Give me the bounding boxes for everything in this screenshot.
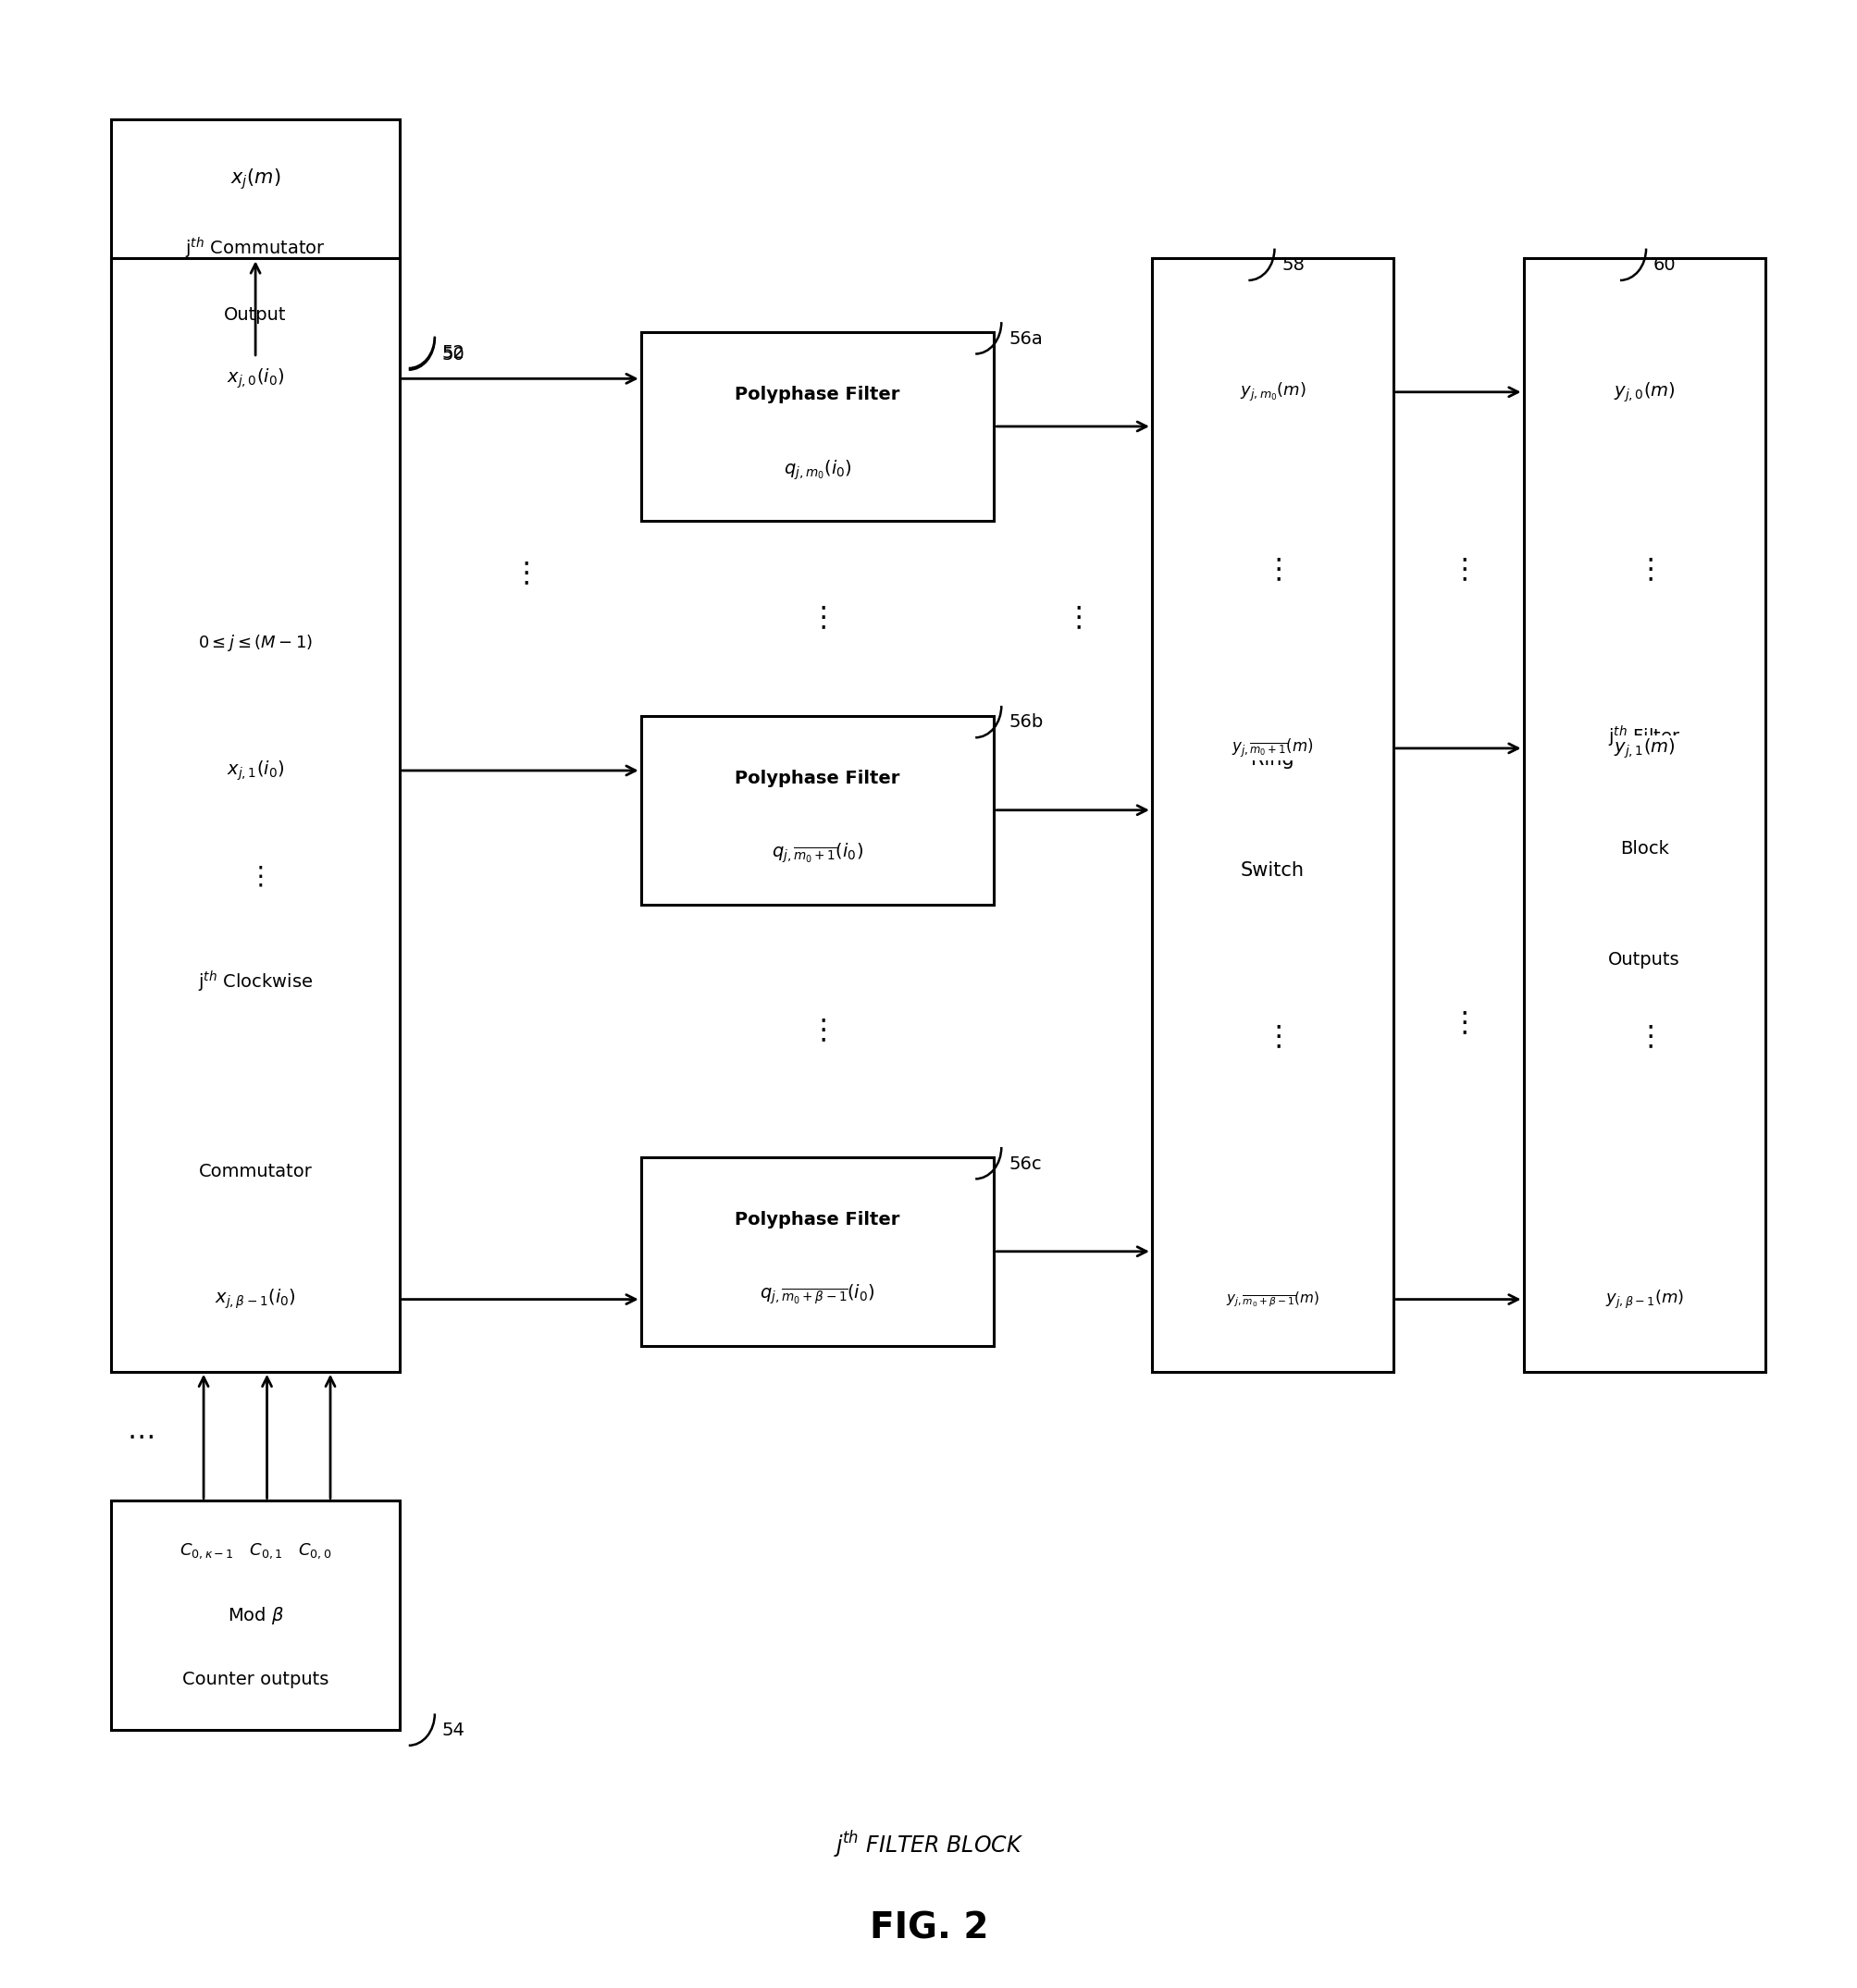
Text: Outputs: Outputs	[1608, 950, 1679, 968]
Text: $y_{j,\overline{m_0+1}}(m)$: $y_{j,\overline{m_0+1}}(m)$	[1231, 738, 1313, 759]
Text: Mod $\beta$: Mod $\beta$	[227, 1604, 284, 1626]
Text: $x_j(m)$: $x_j(m)$	[230, 167, 280, 191]
Bar	[111, 119, 399, 358]
Bar	[1151, 258, 1393, 1372]
Text: 54: 54	[442, 1722, 464, 1740]
Text: $\vdots$: $\vdots$	[247, 863, 264, 889]
Text: $\vdots$: $\vdots$	[808, 604, 826, 632]
Text: Polyphase Filter: Polyphase Filter	[735, 386, 899, 404]
Text: $\vdots$: $\vdots$	[1064, 604, 1081, 632]
Text: $\vdots$: $\vdots$	[808, 1018, 826, 1044]
Bar	[1523, 258, 1764, 1372]
Text: $\vdots$: $\vdots$	[1448, 1010, 1467, 1038]
Text: 60: 60	[1653, 256, 1675, 274]
Bar	[641, 716, 993, 905]
Text: 50: 50	[442, 346, 464, 364]
Text: $y_{j,1}(m)$: $y_{j,1}(m)$	[1612, 736, 1675, 759]
Text: Output: Output	[225, 306, 286, 324]
Text: Polyphase Filter: Polyphase Filter	[735, 769, 899, 787]
Text: $\vdots$: $\vdots$	[1634, 1024, 1653, 1052]
Text: $\cdots$: $\cdots$	[126, 1423, 154, 1449]
Text: $y_{j,\overline{m_0+\beta-1}}(m)$: $y_{j,\overline{m_0+\beta-1}}(m)$	[1226, 1290, 1318, 1308]
Text: Polyphase Filter: Polyphase Filter	[735, 1211, 899, 1229]
Bar	[641, 332, 993, 521]
Text: $\vdots$: $\vdots$	[1263, 557, 1281, 584]
Bar	[111, 1501, 399, 1730]
Text: $y_{j,\beta-1}(m)$: $y_{j,\beta-1}(m)$	[1604, 1288, 1682, 1310]
Text: $q_{j,m_0}(i_0)$: $q_{j,m_0}(i_0)$	[784, 457, 851, 481]
Text: $x_{j,0}(i_0)$: $x_{j,0}(i_0)$	[227, 368, 284, 390]
Text: $\vdots$: $\vdots$	[1448, 557, 1467, 584]
Text: 56c: 56c	[1008, 1155, 1042, 1173]
Text: 58: 58	[1281, 256, 1304, 274]
Text: $q_{j,\overline{m_0+\beta-1}}(i_0)$: $q_{j,\overline{m_0+\beta-1}}(i_0)$	[760, 1282, 875, 1308]
Text: $y_{j,m_0}(m)$: $y_{j,m_0}(m)$	[1239, 382, 1305, 404]
Text: $C_{0,\kappa-1}$   $C_{0,1}$   $C_{0,0}$: $C_{0,\kappa-1}$ $C_{0,1}$ $C_{0,0}$	[180, 1543, 331, 1561]
Text: $y_{j,0}(m)$: $y_{j,0}(m)$	[1612, 380, 1675, 404]
Text: FIG. 2: FIG. 2	[869, 1910, 988, 1946]
Text: j$^{th}$ Filter: j$^{th}$ Filter	[1606, 724, 1681, 749]
Text: $q_{j,\overline{m_0+1}}(i_0)$: $q_{j,\overline{m_0+1}}(i_0)$	[771, 841, 864, 865]
Text: Commutator: Commutator	[199, 1163, 312, 1181]
Bar	[111, 258, 399, 1372]
Text: j$^{th}$ FILTER BLOCK: j$^{th}$ FILTER BLOCK	[834, 1829, 1023, 1861]
Text: Counter outputs: Counter outputs	[182, 1670, 329, 1688]
Text: j$^{th}$ Clockwise: j$^{th}$ Clockwise	[199, 970, 312, 994]
Text: $x_{j,1}(i_0)$: $x_{j,1}(i_0)$	[227, 759, 284, 783]
Text: Block: Block	[1619, 839, 1668, 857]
Text: $\vdots$: $\vdots$	[1634, 557, 1653, 584]
Text: j$^{th}$ Commutator: j$^{th}$ Commutator	[186, 235, 325, 260]
Text: $\vdots$: $\vdots$	[511, 561, 529, 588]
Text: 56b: 56b	[1008, 714, 1044, 732]
Text: $0 \leq j \leq (M-1)$: $0 \leq j \leq (M-1)$	[199, 632, 312, 652]
Text: Switch: Switch	[1240, 861, 1304, 881]
Text: 56a: 56a	[1008, 330, 1042, 348]
Text: Ring: Ring	[1250, 749, 1294, 769]
Bar	[641, 1157, 993, 1346]
Text: 52: 52	[442, 344, 464, 362]
Text: $\vdots$: $\vdots$	[1263, 1024, 1281, 1052]
Text: $x_{j,\beta-1}(i_0)$: $x_{j,\beta-1}(i_0)$	[215, 1288, 295, 1312]
